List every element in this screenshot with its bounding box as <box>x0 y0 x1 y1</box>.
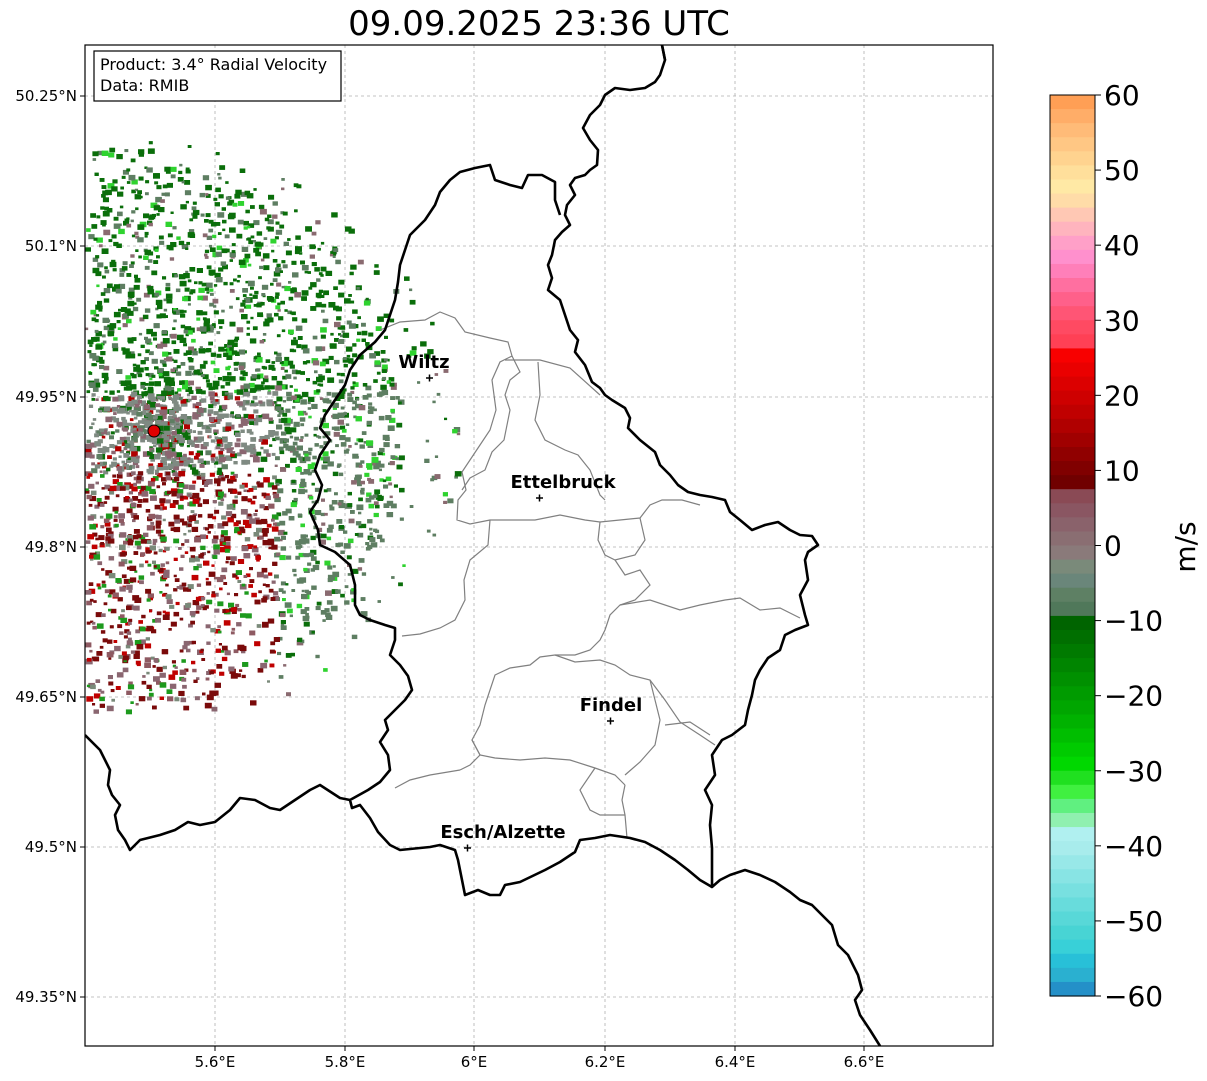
lat-tick-label: 49.8°N <box>25 538 77 556</box>
colorbar-tick-label: 60 <box>1104 79 1140 112</box>
map-title: 09.09.2025 23:36 UTC <box>348 4 730 44</box>
lon-tick-label: 6.2°E <box>585 1053 626 1071</box>
city-marker-icon <box>607 717 614 725</box>
canton-boundaries <box>379 311 801 839</box>
colorbar-tick-label: −40 <box>1104 830 1163 863</box>
colorbar-tick-label: −60 <box>1104 980 1163 1013</box>
radar-map[interactable]: 50.25°N 50.1°N 49.95°N 49.8°N 49.65°N 49… <box>0 0 1000 1081</box>
lon-tick-label: 6°E <box>461 1053 488 1071</box>
lon-tick-label: 5.6°E <box>195 1053 236 1071</box>
colorbar-tick-label: −30 <box>1104 755 1163 788</box>
radar-site-marker <box>147 424 161 438</box>
colorbar-tick-label: 0 <box>1104 530 1122 563</box>
info-box: Product: 3.4° Radial Velocity Data: RMIB <box>93 50 342 102</box>
city-label: Findel <box>580 695 643 716</box>
lon-tick-label: 6.6°E <box>844 1053 885 1071</box>
city-marker-icon <box>426 374 433 382</box>
city-ettelbruck[interactable]: Ettelbruck <box>510 472 617 502</box>
country-borders <box>85 45 882 1046</box>
data-source-text: Data: RMIB <box>100 76 189 95</box>
velocity-colorbar: 60 50 40 30 20 10 0 −10 −20 −30 −40 −50 −60 m/s <box>1049 79 1202 1013</box>
colorbar-ticks: 60 50 40 30 20 10 0 −10 −20 −30 −40 −50 −60 <box>1095 79 1163 1013</box>
colorbar-tick-label: 40 <box>1104 229 1140 262</box>
product-text: Product: 3.4° Radial Velocity <box>100 55 327 74</box>
colorbar-unit-label: m/s <box>1169 521 1202 572</box>
colorbar-tick-label: −10 <box>1104 605 1163 638</box>
colorbar-tick-label: 20 <box>1104 379 1140 412</box>
radar-echo-field <box>85 141 462 715</box>
lat-tick-label: 50.1°N <box>25 237 77 255</box>
city-label: Wiltz <box>398 352 449 373</box>
city-wiltz[interactable]: Wiltz <box>398 352 450 382</box>
city-esch-alzette[interactable]: Esch/Alzette <box>440 822 566 852</box>
lat-tick-label: 50.25°N <box>15 87 77 105</box>
lat-tick-label: 49.65°N <box>15 688 77 706</box>
colorbar-tick-label: −50 <box>1104 905 1163 938</box>
colorbar-tick-label: 50 <box>1104 154 1140 187</box>
city-marker-icon <box>464 844 471 852</box>
colorbar-tick-label: −20 <box>1104 680 1163 713</box>
map-frame <box>84 44 994 1047</box>
lon-tick-label: 5.8°E <box>325 1053 366 1071</box>
colorbar-tick-label: 30 <box>1104 304 1140 337</box>
lat-tick-label: 49.35°N <box>15 988 77 1006</box>
colorbar-bands <box>1050 95 1095 997</box>
city-findel[interactable]: Findel <box>580 695 643 725</box>
lat-tick-label: 49.5°N <box>25 838 77 856</box>
city-label: Esch/Alzette <box>440 822 565 843</box>
colorbar-tick-label: 10 <box>1104 454 1140 487</box>
lon-tick-label: 6.4°E <box>715 1053 756 1071</box>
lat-tick-label: 49.95°N <box>15 388 77 406</box>
city-marker-icon <box>536 494 543 502</box>
city-label: Ettelbruck <box>510 472 616 493</box>
